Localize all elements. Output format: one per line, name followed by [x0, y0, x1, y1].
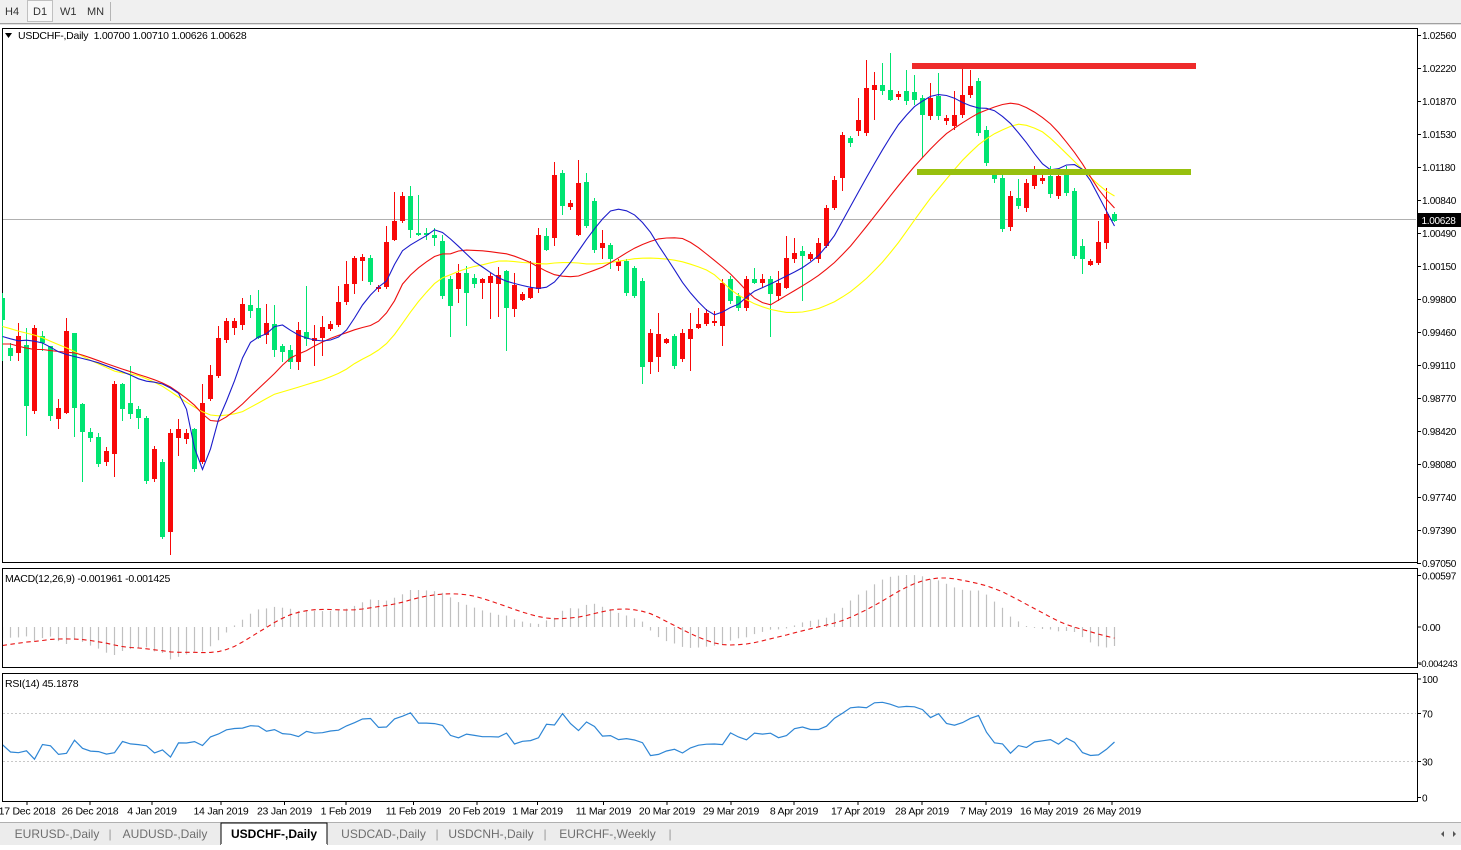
svg-text:23 Jan 2019: 23 Jan 2019 [257, 806, 312, 818]
svg-text:RSI(14) 45.1878: RSI(14) 45.1878 [5, 678, 79, 690]
svg-text:1.02560: 1.02560 [1422, 31, 1457, 42]
svg-text:0.99110: 0.99110 [1422, 361, 1456, 372]
svg-text:EURCHF-,Weekly: EURCHF-,Weekly [559, 827, 655, 841]
svg-text:0.99800: 0.99800 [1422, 295, 1457, 306]
svg-text:8 Apr 2019: 8 Apr 2019 [770, 806, 819, 818]
svg-text:1 Feb 2019: 1 Feb 2019 [321, 806, 372, 818]
svg-text:1.00150: 1.00150 [1422, 262, 1457, 273]
svg-text:29 Mar 2019: 29 Mar 2019 [703, 806, 760, 818]
svg-text:0.98770: 0.98770 [1422, 394, 1457, 405]
svg-text:26 May 2019: 26 May 2019 [1083, 806, 1141, 818]
svg-text:H4: H4 [5, 6, 19, 18]
svg-text:0: 0 [1422, 793, 1428, 804]
svg-text:1.00628: 1.00628 [1422, 216, 1457, 227]
svg-text:0.98420: 0.98420 [1422, 427, 1457, 438]
svg-text:0.00: 0.00 [1422, 623, 1441, 634]
svg-text:0.97390: 0.97390 [1422, 526, 1457, 537]
svg-text:USDCHF-,Daily: USDCHF-,Daily [231, 827, 317, 841]
svg-text:|: | [108, 827, 111, 841]
svg-text:20 Mar 2019: 20 Mar 2019 [639, 806, 696, 818]
svg-text:USDCHF-,Daily 1.00700 1.00710: USDCHF-,Daily 1.00700 1.00710 1.00626 1.… [18, 30, 247, 42]
svg-text:USDCAD-,Daily: USDCAD-,Daily [341, 827, 426, 841]
svg-text:1.01530: 1.01530 [1422, 130, 1457, 141]
svg-text:11 Mar 2019: 11 Mar 2019 [576, 806, 632, 818]
svg-text:1.01180: 1.01180 [1422, 163, 1456, 174]
svg-text:EURUSD-,Daily: EURUSD-,Daily [15, 827, 100, 841]
svg-text:1.01870: 1.01870 [1422, 97, 1457, 108]
svg-text:W1: W1 [60, 6, 77, 18]
svg-text:USDCNH-,Daily: USDCNH-,Daily [448, 827, 533, 841]
svg-text:100: 100 [1422, 675, 1439, 686]
svg-text:|: | [543, 827, 546, 841]
svg-text:0.99460: 0.99460 [1422, 328, 1457, 339]
svg-text:MN: MN [87, 6, 104, 18]
svg-text:|: | [435, 827, 438, 841]
svg-text:AUDUSD-,Daily: AUDUSD-,Daily [123, 827, 208, 841]
svg-text:11 Feb 2019: 11 Feb 2019 [386, 806, 442, 818]
svg-text:26 Dec 2018: 26 Dec 2018 [62, 806, 119, 818]
svg-text:-0.004243: -0.004243 [1419, 659, 1458, 670]
svg-text:4 Jan 2019: 4 Jan 2019 [127, 806, 177, 818]
svg-text:D1: D1 [33, 6, 47, 18]
svg-text:30: 30 [1422, 757, 1433, 768]
svg-text:0.97050: 0.97050 [1422, 559, 1457, 570]
svg-text:17 Apr 2019: 17 Apr 2019 [831, 806, 885, 818]
svg-text:0.97740: 0.97740 [1422, 493, 1457, 504]
svg-text:1.00490: 1.00490 [1422, 229, 1457, 240]
svg-text:14 Jan 2019: 14 Jan 2019 [193, 806, 248, 818]
svg-text:20 Feb 2019: 20 Feb 2019 [449, 806, 506, 818]
svg-text:1 Mar 2019: 1 Mar 2019 [512, 806, 563, 818]
svg-text:0.00597: 0.00597 [1422, 571, 1457, 582]
svg-text:1.00840: 1.00840 [1422, 196, 1457, 207]
svg-text:28 Apr 2019: 28 Apr 2019 [895, 806, 949, 818]
svg-text:17 Dec 2018: 17 Dec 2018 [0, 806, 56, 818]
svg-text:7 May 2019: 7 May 2019 [960, 806, 1013, 818]
svg-text:0.98080: 0.98080 [1422, 460, 1457, 471]
svg-text:|: | [668, 827, 671, 841]
svg-text:70: 70 [1422, 709, 1433, 720]
svg-text:16 May 2019: 16 May 2019 [1020, 806, 1078, 818]
svg-text:MACD(12,26,9) -0.001961 -0.001: MACD(12,26,9) -0.001961 -0.001425 [5, 573, 171, 585]
svg-text:1.02220: 1.02220 [1422, 64, 1457, 75]
